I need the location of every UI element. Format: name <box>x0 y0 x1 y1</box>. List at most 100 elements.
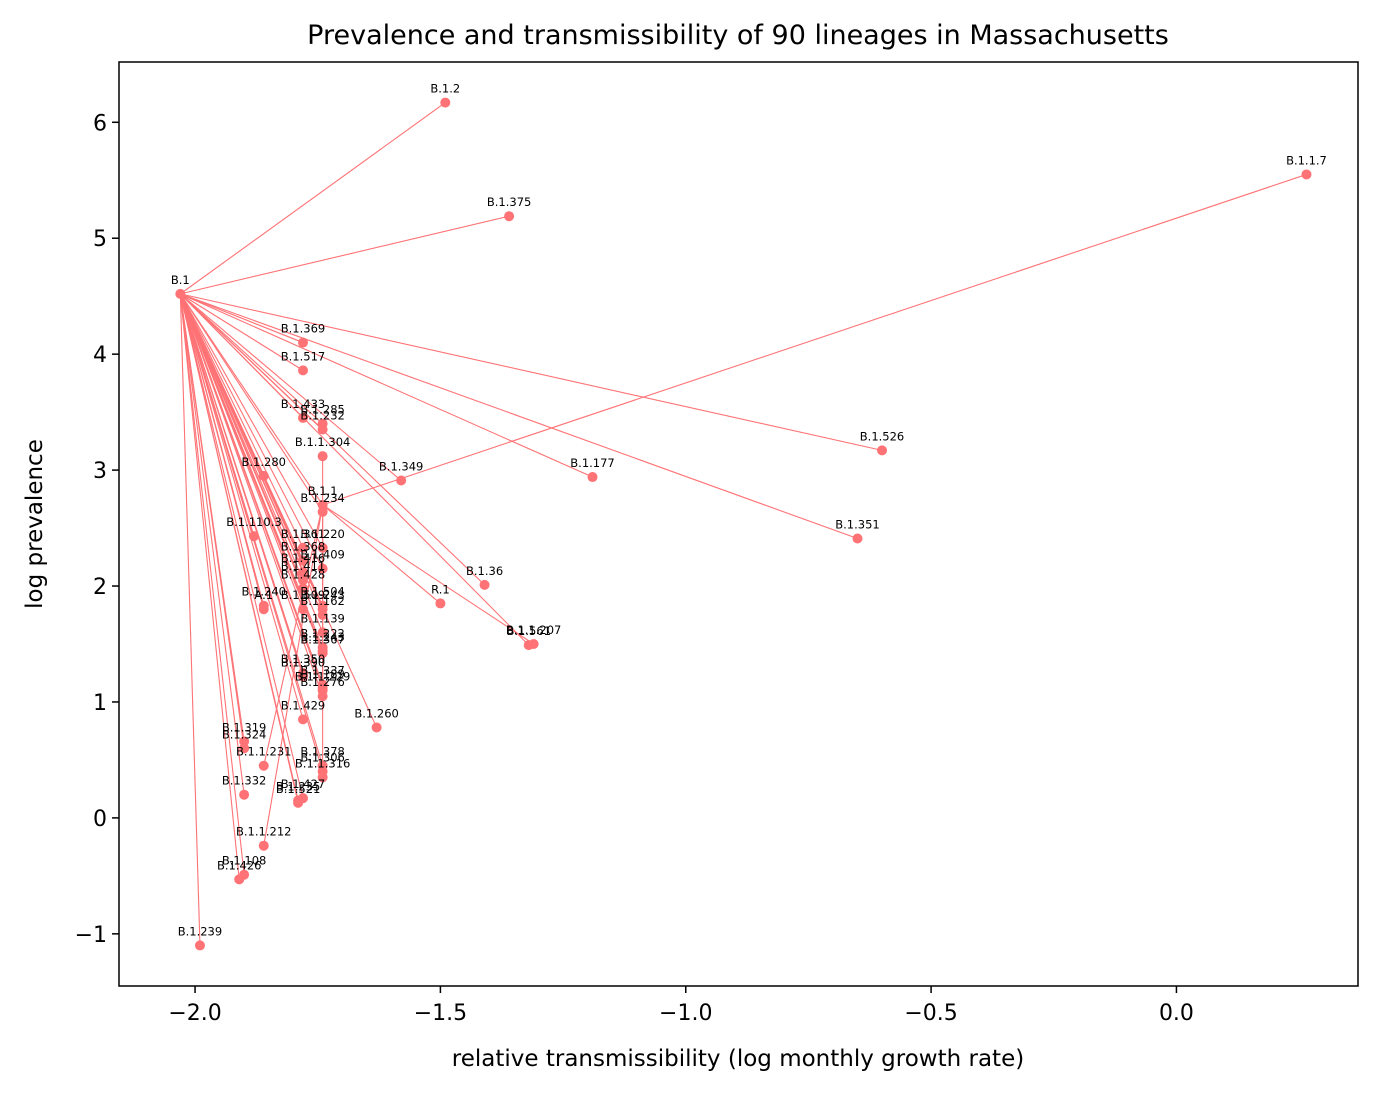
point-label-10: B.1.232 <box>300 409 344 423</box>
point-46 <box>371 722 382 733</box>
edge-33 <box>179 293 324 633</box>
edge-54 <box>179 293 304 799</box>
y-tick-label-3: 2 <box>93 575 107 600</box>
point-label-56: B.1.521 <box>276 782 320 796</box>
y-axis-label: log prevalence <box>22 439 48 609</box>
point-label-0: B.1 <box>171 273 190 287</box>
point-10 <box>317 424 328 435</box>
point-29 <box>298 604 309 615</box>
edge-53 <box>179 293 245 795</box>
x-tick-label-1: −1.5 <box>414 1001 467 1026</box>
point-48 <box>239 743 250 754</box>
edge-38 <box>179 293 324 654</box>
point-label-54: B.1.427 <box>281 777 325 791</box>
point-57 <box>258 840 269 851</box>
lineage-labels: B.1 B.1.2 B.1.375 B.1.369 B.1.517 B.1.526 B.1.… <box>171 82 1327 939</box>
y-tick-label-2: 1 <box>93 691 107 716</box>
point-label-22: B.1.416 <box>281 551 325 565</box>
point-label-48: B.1.324 <box>222 727 266 741</box>
point-12 <box>317 451 328 462</box>
point-label-32: B.1.162 <box>300 594 344 608</box>
point-59 <box>234 874 245 885</box>
edge-14 <box>179 293 402 481</box>
point-11 <box>317 499 328 510</box>
point-0 <box>175 288 186 299</box>
point-label-13: B.1.1.7 <box>1286 153 1327 167</box>
y-tick-label-6: 5 <box>93 227 107 252</box>
point-label-28: A.1 <box>254 588 273 602</box>
x-tick-label-0: −2.0 <box>168 1001 221 1026</box>
edge-40 <box>179 293 304 677</box>
point-label-23: B.1.411 <box>281 559 325 573</box>
point-33 <box>317 627 328 638</box>
point-label-50: B.1.378 <box>300 745 344 759</box>
point-label-29: B.1.509 <box>281 588 325 602</box>
point-label-31: B.1.243 <box>300 588 344 602</box>
point-label-36: B.1.222 <box>300 626 344 640</box>
lineage-points <box>175 97 1312 951</box>
edge-4 <box>180 293 304 371</box>
point-label-58: B.1.108 <box>222 854 266 868</box>
edge-25 <box>179 293 485 586</box>
point-44 <box>317 691 328 702</box>
edge-34 <box>322 504 534 645</box>
point-label-7: B.1.177 <box>570 456 614 470</box>
point-label-27: B.1.240 <box>242 585 286 599</box>
x-tick-label-3: −0.5 <box>904 1001 957 1026</box>
point-8 <box>298 412 309 423</box>
edge-35 <box>179 293 530 646</box>
y-tick-label-7: 6 <box>93 111 107 136</box>
point-26 <box>435 598 446 609</box>
y-tick-label-1: 0 <box>93 807 107 832</box>
point-label-12: B.1.1.304 <box>295 435 350 449</box>
point-16 <box>317 506 328 517</box>
chart-title: Prevalence and transmissibility of 90 li… <box>307 20 1169 51</box>
y-tick-label-0: −1 <box>75 923 107 948</box>
point-label-25: B.1.36 <box>466 564 503 578</box>
edge-49 <box>263 504 324 766</box>
point-label-33: B.1.139 <box>300 611 344 625</box>
edge-6 <box>180 293 858 540</box>
point-label-5: B.1.526 <box>860 429 904 443</box>
point-label-20: B.1.368 <box>281 540 325 554</box>
point-label-60: B.1.239 <box>178 924 222 938</box>
point-label-1: B.1.2 <box>430 82 460 96</box>
point-label-47: B.1.319 <box>222 720 266 734</box>
point-60 <box>194 940 205 951</box>
edge-21 <box>179 293 324 569</box>
y-axis-ticks: −1 0 1 2 3 4 5 6 <box>75 111 119 948</box>
point-label-15: B.1.280 <box>242 455 286 469</box>
point-label-57: B.1.1.212 <box>236 825 291 839</box>
point-17 <box>248 531 259 542</box>
point-40 <box>298 671 309 682</box>
point-label-17: B.1.110.3 <box>226 515 281 529</box>
edge-19 <box>179 293 324 549</box>
point-label-39: B.1.350 <box>281 652 325 666</box>
edge-28 <box>179 293 265 610</box>
edge-26 <box>322 504 441 604</box>
point-20 <box>298 555 309 566</box>
edge-56 <box>179 293 299 803</box>
point-7 <box>587 472 598 483</box>
point-21 <box>317 563 328 574</box>
point-4 <box>298 365 309 376</box>
point-label-24: B.1.428 <box>281 567 325 581</box>
point-35 <box>523 640 534 651</box>
edge-45 <box>179 293 304 720</box>
edge-58 <box>179 293 245 875</box>
edge-16 <box>179 293 324 513</box>
point-label-16: B.1.234 <box>300 491 344 505</box>
point-1 <box>440 97 451 108</box>
point-label-37: B.1.243 <box>300 630 344 644</box>
point-label-59: B.1.426 <box>217 858 261 872</box>
point-label-19: B.1.220 <box>300 527 344 541</box>
point-19 <box>317 542 328 553</box>
edge-44 <box>179 293 324 697</box>
point-3 <box>298 337 309 348</box>
edge-5 <box>180 293 883 451</box>
edge-11 <box>179 293 324 506</box>
point-label-8: B.1.433 <box>281 397 325 411</box>
point-6 <box>852 533 863 544</box>
